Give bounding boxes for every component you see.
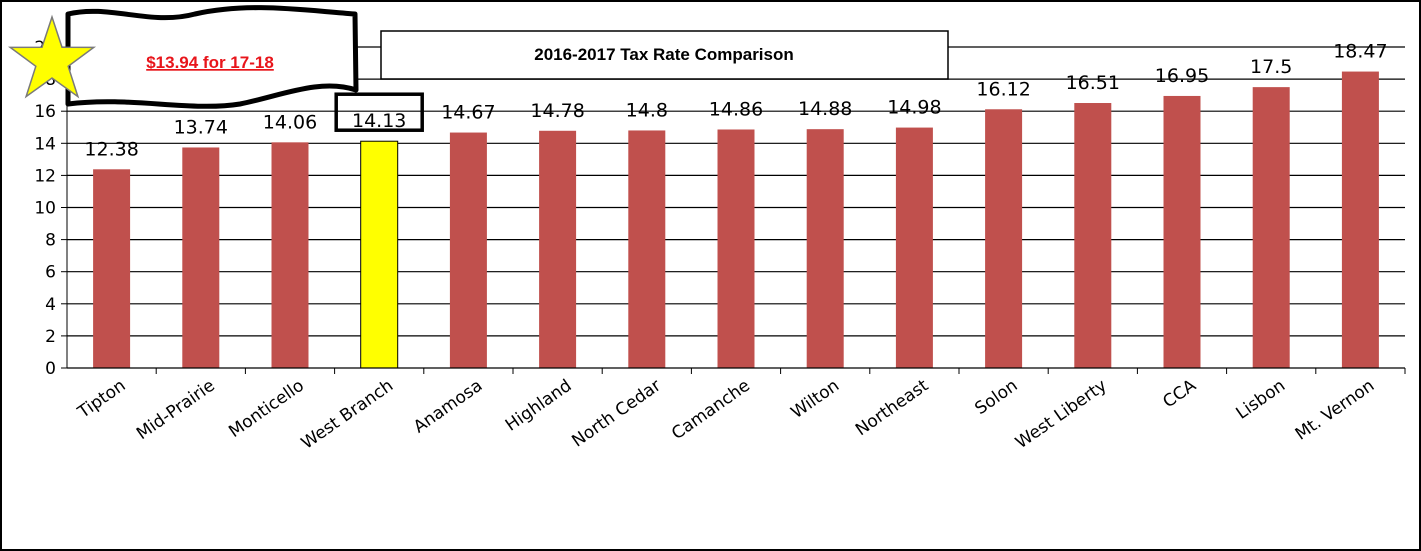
bar bbox=[93, 169, 131, 368]
star-icon bbox=[7, 14, 97, 99]
bar bbox=[1252, 87, 1290, 368]
data-label: 14.67 bbox=[441, 102, 495, 124]
bar bbox=[1163, 95, 1201, 368]
y-tick-label: 16 bbox=[34, 102, 56, 122]
bar bbox=[539, 130, 577, 368]
callout-banner: $13.94 for 17-18 bbox=[7, 5, 359, 109]
bar bbox=[806, 129, 844, 368]
highlight-label-box bbox=[334, 92, 424, 132]
data-labels: 12.38 13.74 14.06 14.13 14.67 14.78 14.8 14.86 1… bbox=[84, 41, 1387, 161]
chart-title: 2016-2017 Tax Rate Comparison bbox=[534, 45, 794, 64]
y-tick-label: 14 bbox=[34, 134, 56, 154]
data-label: 14.13 bbox=[352, 110, 406, 132]
bar bbox=[271, 142, 309, 368]
bar bbox=[717, 129, 755, 368]
bar bbox=[895, 127, 933, 368]
bar bbox=[985, 109, 1023, 369]
bar bbox=[1074, 103, 1112, 369]
data-label: 16.51 bbox=[1066, 72, 1120, 94]
bars bbox=[93, 71, 1379, 369]
bar bbox=[628, 130, 666, 368]
bar bbox=[1341, 71, 1379, 368]
data-label: 14.86 bbox=[709, 98, 763, 120]
y-tick-label: 10 bbox=[34, 199, 56, 219]
title-border bbox=[380, 30, 949, 80]
y-tick-label: 2 bbox=[45, 327, 56, 347]
data-label: 14.06 bbox=[263, 111, 317, 133]
data-label: 13.74 bbox=[174, 116, 228, 138]
y-tick-label: 6 bbox=[45, 263, 56, 283]
data-label: 14.98 bbox=[887, 97, 941, 119]
data-label: 14.78 bbox=[530, 100, 584, 122]
callout-text: $13.94 for 17-18 bbox=[146, 53, 274, 72]
data-label: 14.8 bbox=[626, 99, 668, 121]
bar-highlight bbox=[360, 140, 399, 369]
title-box: 2016-2017 Tax Rate Comparison bbox=[380, 30, 949, 80]
data-label: 18.47 bbox=[1333, 41, 1387, 63]
bar bbox=[182, 147, 220, 368]
bar bbox=[449, 132, 487, 368]
data-label: 16.12 bbox=[976, 78, 1030, 100]
data-label: 12.38 bbox=[84, 138, 138, 160]
data-label: 14.88 bbox=[798, 98, 852, 120]
data-label: 17.5 bbox=[1250, 56, 1292, 78]
y-tick-label: 4 bbox=[45, 295, 56, 315]
data-label: 16.95 bbox=[1155, 65, 1209, 87]
y-tick-label: 12 bbox=[34, 166, 56, 186]
y-tick-label: 0 bbox=[45, 359, 56, 379]
banner-shape bbox=[65, 5, 359, 109]
y-tick-label: 8 bbox=[45, 231, 56, 251]
